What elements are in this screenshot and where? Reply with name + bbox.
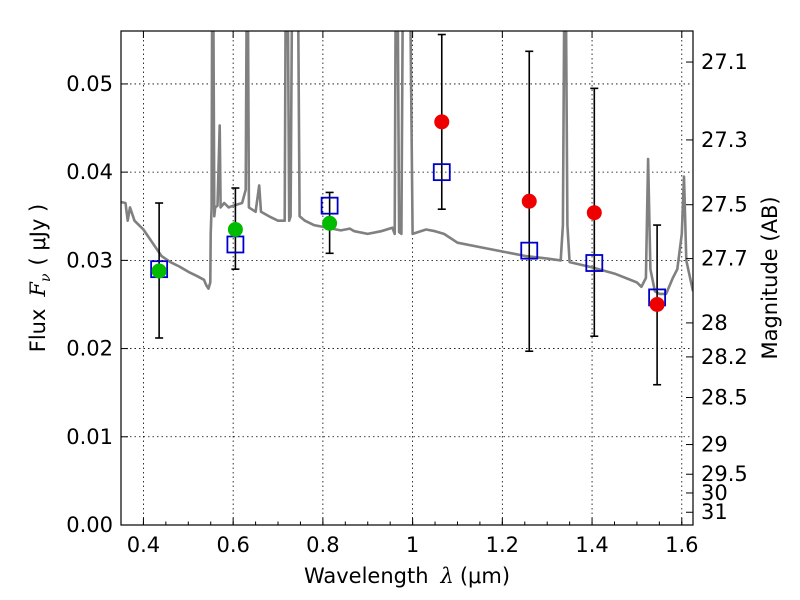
y-tick-label: 0.01 (66, 425, 113, 449)
y2-axis-label: Magnitude (AB) (758, 196, 782, 359)
y2-tick-label: 31 (701, 500, 728, 524)
grid (121, 31, 693, 526)
y2-tick-label: 27.7 (701, 247, 748, 271)
circle-marker (434, 114, 450, 130)
y2-tick-label: 28.2 (701, 345, 748, 369)
square-marker (520, 241, 539, 260)
y-tick-label: 0.00 (66, 513, 113, 537)
y-tick-label: 0.03 (66, 248, 113, 272)
circle-marker (227, 221, 243, 237)
model-spectrum (121, 31, 693, 296)
square-marker (320, 196, 339, 215)
y2-tick-label: 28 (701, 311, 728, 335)
y2-tick-label: 29 (701, 433, 728, 457)
circle-marker (649, 296, 665, 312)
square-marker (585, 254, 604, 272)
spectrum-line (121, 31, 693, 296)
circle-marker (521, 193, 537, 209)
x-tick-label: 0.8 (306, 533, 339, 557)
y2-tick-label: 30 (701, 481, 728, 505)
data-markers (150, 114, 667, 312)
x-tick-label: 1.2 (486, 533, 519, 557)
y-tick-label: 0.04 (66, 160, 113, 184)
x-tick-label: 0.4 (127, 533, 160, 557)
y-tick-label: 0.02 (66, 337, 113, 361)
circle-marker (151, 263, 167, 279)
y2-tick-label: 27.5 (701, 193, 748, 217)
y2-tick-label: 27.1 (701, 50, 748, 74)
error-bars (155, 33, 662, 386)
x-axis-label: Wavelength λ (μm) (304, 564, 510, 588)
y2-tick-label: 29.5 (701, 462, 748, 486)
x-tick-label: 0.6 (216, 533, 249, 557)
y2-tick-label: 28.5 (701, 385, 748, 409)
y-axis-label: FluxFν( μJy ) (26, 204, 54, 352)
x-tick-label: 1 (406, 533, 419, 557)
y-tick-label: 0.05 (66, 72, 113, 96)
circle-marker (586, 205, 602, 221)
axis-ticks: 0.4 0.6 0.8 1 1.2 1.4 1.6 0.00 0.01 0.02 0.03 0.04 0… (66, 31, 748, 557)
x-tick-label: 1.6 (665, 533, 698, 557)
y2-tick-label: 27.3 (701, 128, 748, 152)
square-marker (432, 163, 451, 182)
plot-frame (120, 30, 694, 526)
x-tick-label: 1.4 (575, 533, 608, 557)
circle-marker (322, 215, 338, 231)
